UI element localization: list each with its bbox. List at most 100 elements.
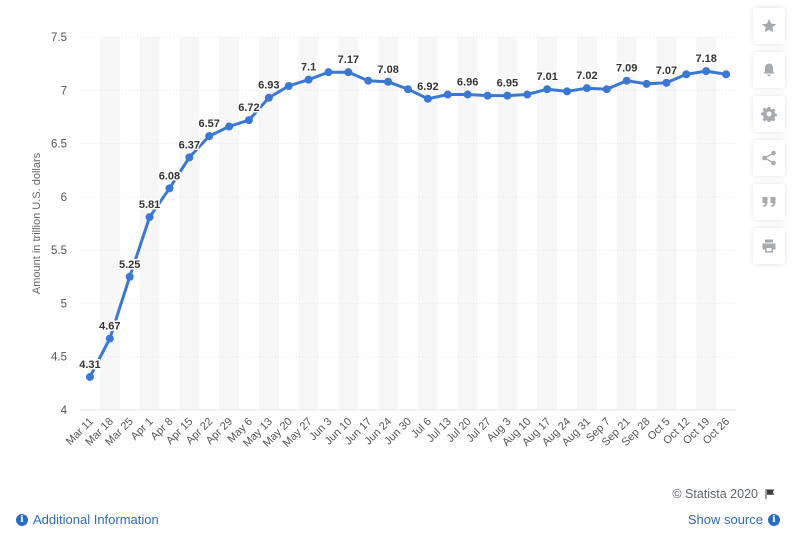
category-band — [139, 37, 160, 410]
bell-icon — [763, 63, 775, 77]
y-tick-label: 7 — [61, 85, 67, 97]
data-label: 7.02 — [576, 70, 597, 82]
data-label: 5.81 — [139, 199, 160, 211]
data-point — [483, 91, 492, 100]
data-label: 5.25 — [119, 259, 140, 271]
data-label: 6.92 — [417, 81, 438, 93]
copyright-text: © Statista 2020 — [672, 487, 758, 501]
category-band — [497, 37, 518, 410]
flag-icon[interactable] — [764, 488, 776, 500]
data-label: 6.93 — [258, 80, 279, 92]
y-tick-label: 7.5 — [51, 32, 67, 44]
chart-toolbar — [752, 8, 786, 264]
data-label: 6.37 — [179, 139, 200, 151]
data-label: 7.01 — [536, 71, 557, 83]
share-icon — [762, 150, 776, 166]
data-point — [523, 90, 532, 99]
y-tick-label: 4.5 — [51, 352, 67, 364]
data-point — [404, 85, 412, 94]
category-band — [219, 37, 240, 410]
y-axis-label: Amount in trillion U.S. dollars — [31, 152, 43, 294]
info-icon: i — [16, 513, 28, 526]
additional-information-link[interactable]: i Additional Information — [16, 512, 159, 527]
y-tick-label: 5.5 — [51, 245, 67, 257]
additional-information-label: Additional Information — [33, 512, 159, 527]
data-point — [344, 68, 353, 77]
data-point — [602, 85, 611, 94]
category-band — [99, 37, 120, 410]
show-source-label: Show source — [687, 512, 763, 527]
data-label: 4.67 — [99, 321, 120, 333]
category-band — [378, 37, 399, 410]
data-label: 7.18 — [695, 53, 716, 65]
category-band — [298, 37, 319, 410]
data-label: 7.08 — [377, 64, 398, 76]
data-point — [284, 82, 293, 91]
data-point — [384, 77, 393, 86]
data-point — [85, 372, 94, 381]
settings-button[interactable] — [753, 96, 785, 132]
data-label: 7.17 — [338, 54, 359, 66]
data-label: 6.96 — [457, 77, 478, 89]
data-point — [165, 184, 174, 193]
data-label: 4.31 — [79, 359, 100, 371]
data-label: 6.72 — [238, 102, 259, 114]
data-point — [244, 116, 253, 125]
category-band — [696, 37, 717, 410]
category-band — [537, 37, 558, 410]
gear-icon — [761, 107, 777, 122]
y-tick-label: 5 — [61, 298, 67, 310]
data-point — [185, 153, 194, 162]
category-band — [258, 37, 279, 410]
data-point — [662, 78, 671, 87]
data-point — [205, 132, 214, 141]
data-point — [443, 90, 452, 99]
data-point — [622, 76, 631, 85]
show-source-link[interactable]: Show source i — [688, 512, 780, 527]
star-icon — [761, 19, 777, 33]
category-band — [179, 37, 200, 410]
category-band — [576, 37, 597, 410]
favorite-button[interactable] — [753, 8, 785, 44]
data-point — [642, 79, 651, 88]
data-point — [125, 272, 134, 281]
cite-button[interactable] — [753, 184, 785, 220]
data-label: 7.1 — [301, 62, 316, 74]
data-point — [543, 85, 552, 94]
print-button[interactable] — [753, 228, 785, 264]
data-point — [563, 87, 572, 96]
y-tick-label: 6.5 — [51, 139, 67, 151]
category-band — [417, 37, 438, 410]
category-band — [457, 37, 478, 410]
data-point — [105, 334, 114, 343]
data-point — [264, 93, 273, 102]
copyright-notice: © Statista 2020 — [672, 487, 776, 501]
data-label: 6.57 — [199, 118, 220, 130]
y-tick-label: 6 — [61, 192, 67, 204]
y-tick-label: 4 — [61, 405, 68, 417]
quote-icon — [762, 197, 776, 207]
data-label: 6.08 — [159, 170, 180, 182]
data-point — [582, 84, 591, 93]
data-point — [324, 68, 333, 77]
data-point — [682, 70, 691, 79]
data-point — [702, 67, 711, 76]
info-icon: i — [768, 513, 780, 526]
data-point — [364, 76, 373, 85]
category-band — [616, 37, 637, 410]
share-button[interactable] — [753, 140, 785, 176]
category-band — [656, 37, 677, 410]
data-label: 6.95 — [497, 78, 518, 90]
data-label: 7.07 — [656, 65, 677, 77]
notification-button[interactable] — [753, 52, 785, 88]
data-point — [722, 70, 731, 79]
data-point — [304, 75, 313, 84]
data-point — [423, 94, 432, 103]
category-band — [338, 37, 359, 410]
data-point — [225, 122, 234, 131]
data-point — [145, 213, 154, 222]
data-point — [463, 90, 472, 99]
print-icon — [762, 239, 776, 253]
data-point — [503, 91, 512, 100]
